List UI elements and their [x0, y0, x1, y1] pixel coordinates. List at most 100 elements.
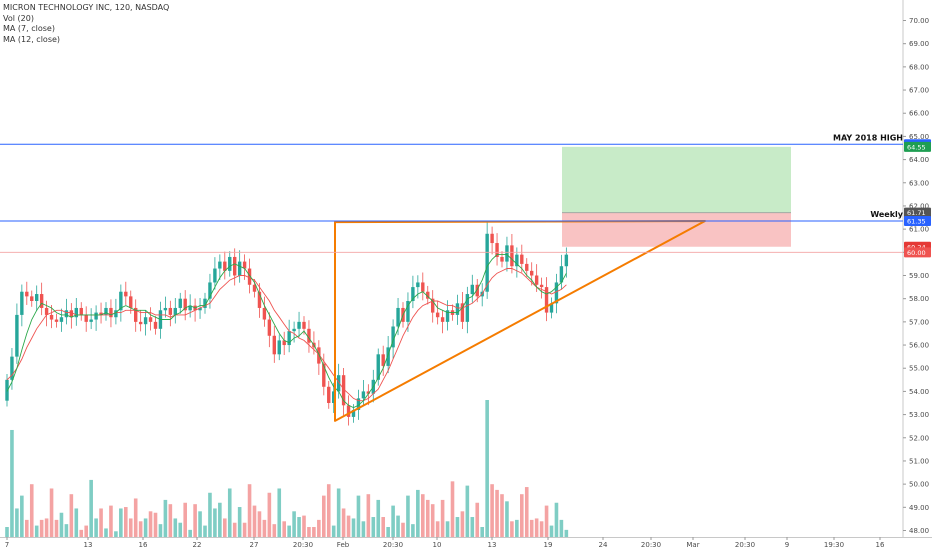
volume-bar [5, 527, 9, 537]
volume-bar [510, 521, 514, 537]
volume-bar [411, 524, 415, 537]
legend-title[interactable]: MICRON TECHNOLOGY INC, 120, NASDAQ [3, 3, 170, 12]
candle-body [277, 340, 281, 355]
candle-body [455, 303, 460, 315]
time-axis[interactable]: 7 13 16 22 27 20:30 Feb 20:30 10 13 19 24 20:30 Mar 20… [5, 537, 885, 549]
ascending-triangle [334, 220, 706, 422]
volume-bar [302, 515, 306, 537]
candle-body [396, 307, 400, 327]
volume-bar [524, 487, 529, 537]
candle-body [163, 307, 168, 311]
volume-bar [341, 508, 346, 537]
candle-body [431, 298, 435, 313]
volume-bar [336, 488, 341, 537]
candle-body [54, 319, 59, 322]
volume-bar [267, 492, 272, 537]
candle-body [440, 317, 445, 322]
volume-bar [559, 519, 564, 537]
candle-body [257, 291, 262, 308]
legend-vol[interactable]: Vol (20) [3, 13, 34, 23]
volume-bars [5, 400, 569, 537]
volume-bar [99, 508, 103, 537]
volume-bar [292, 511, 296, 537]
y-tick-label: 67.00 [909, 87, 929, 95]
volume-bar [490, 484, 494, 537]
x-tick-label: Mar [686, 541, 699, 549]
volume-bar [421, 494, 425, 537]
x-tick-label: 16 [139, 541, 148, 549]
candle-body [416, 282, 420, 288]
candle-body [485, 233, 489, 292]
volume-bar [381, 517, 385, 537]
candle-body [44, 307, 49, 315]
volume-bar [252, 505, 257, 537]
volume-bar [366, 494, 371, 537]
y-tick-label: 49.00 [909, 504, 929, 512]
candle-body [99, 312, 103, 315]
candle-body [475, 284, 479, 297]
candle-body [460, 303, 465, 322]
candle-body [381, 354, 385, 366]
candle-body [361, 391, 366, 399]
y-tick-label: 51.00 [909, 457, 929, 465]
volume-bar [361, 521, 366, 537]
candle-body [138, 321, 143, 325]
price-axis[interactable]: 70.00 69.00 68.00 67.00 66.00 65.00 64.00 63.00… [903, 17, 929, 535]
y-tick-label: 50.00 [909, 481, 929, 489]
legend-ma7[interactable]: MA (7, close) [3, 24, 55, 33]
legend-ma12[interactable]: MA (12, close) [3, 34, 61, 44]
volume-bar [227, 488, 232, 537]
candle-body [505, 245, 509, 262]
candle-body [554, 282, 559, 304]
x-tick-label: 22 [193, 541, 202, 549]
volume-bar [59, 512, 64, 537]
volume-bar [54, 519, 59, 537]
x-tick-label: 16 [876, 541, 885, 549]
y-tick-label: 65.00 [909, 133, 929, 141]
candle-body [534, 275, 539, 285]
candle-body [237, 261, 242, 276]
volume-bar [109, 505, 113, 537]
volume-bar [178, 522, 183, 537]
y-tick-label: 56.00 [909, 342, 929, 350]
volume-bar [406, 495, 410, 537]
candle-body [188, 305, 192, 311]
x-tick-label: 20:30 [641, 541, 661, 549]
moving-averages [6, 254, 567, 409]
candle-body [129, 296, 133, 308]
volume-bar [425, 499, 430, 537]
candle-body [544, 287, 549, 313]
volume-bar [520, 494, 524, 537]
candle-body [515, 254, 519, 267]
x-tick-label: 20:30 [293, 541, 313, 549]
candle-body [346, 405, 351, 417]
volume-bar [198, 511, 202, 537]
candle-body [208, 282, 212, 299]
volume-bar [416, 489, 420, 537]
candle-body [5, 379, 9, 401]
x-tick-label: 20:30 [383, 541, 403, 549]
x-tick-label: 9 [785, 541, 789, 549]
candle-body [74, 307, 78, 318]
volume-bar [34, 525, 39, 537]
candle-body [213, 268, 217, 283]
candle-body [247, 268, 252, 285]
volume-bar [346, 515, 351, 537]
candle-body [89, 319, 93, 322]
volume-bar [213, 508, 217, 537]
volume-bar [262, 519, 267, 537]
volume-bar [163, 499, 168, 537]
candle-body [351, 409, 356, 417]
volume-bar [549, 525, 554, 537]
grid [0, 0, 932, 538]
trend-drawings [334, 220, 706, 422]
volume-bar [39, 519, 44, 537]
candle-body [356, 398, 361, 410]
x-tick-label: 13 [84, 541, 93, 549]
volume-bar [74, 508, 79, 537]
candle-body [20, 291, 24, 315]
candle-body [153, 321, 158, 329]
x-tick-label: 24 [599, 541, 608, 549]
candle-body [183, 298, 187, 311]
